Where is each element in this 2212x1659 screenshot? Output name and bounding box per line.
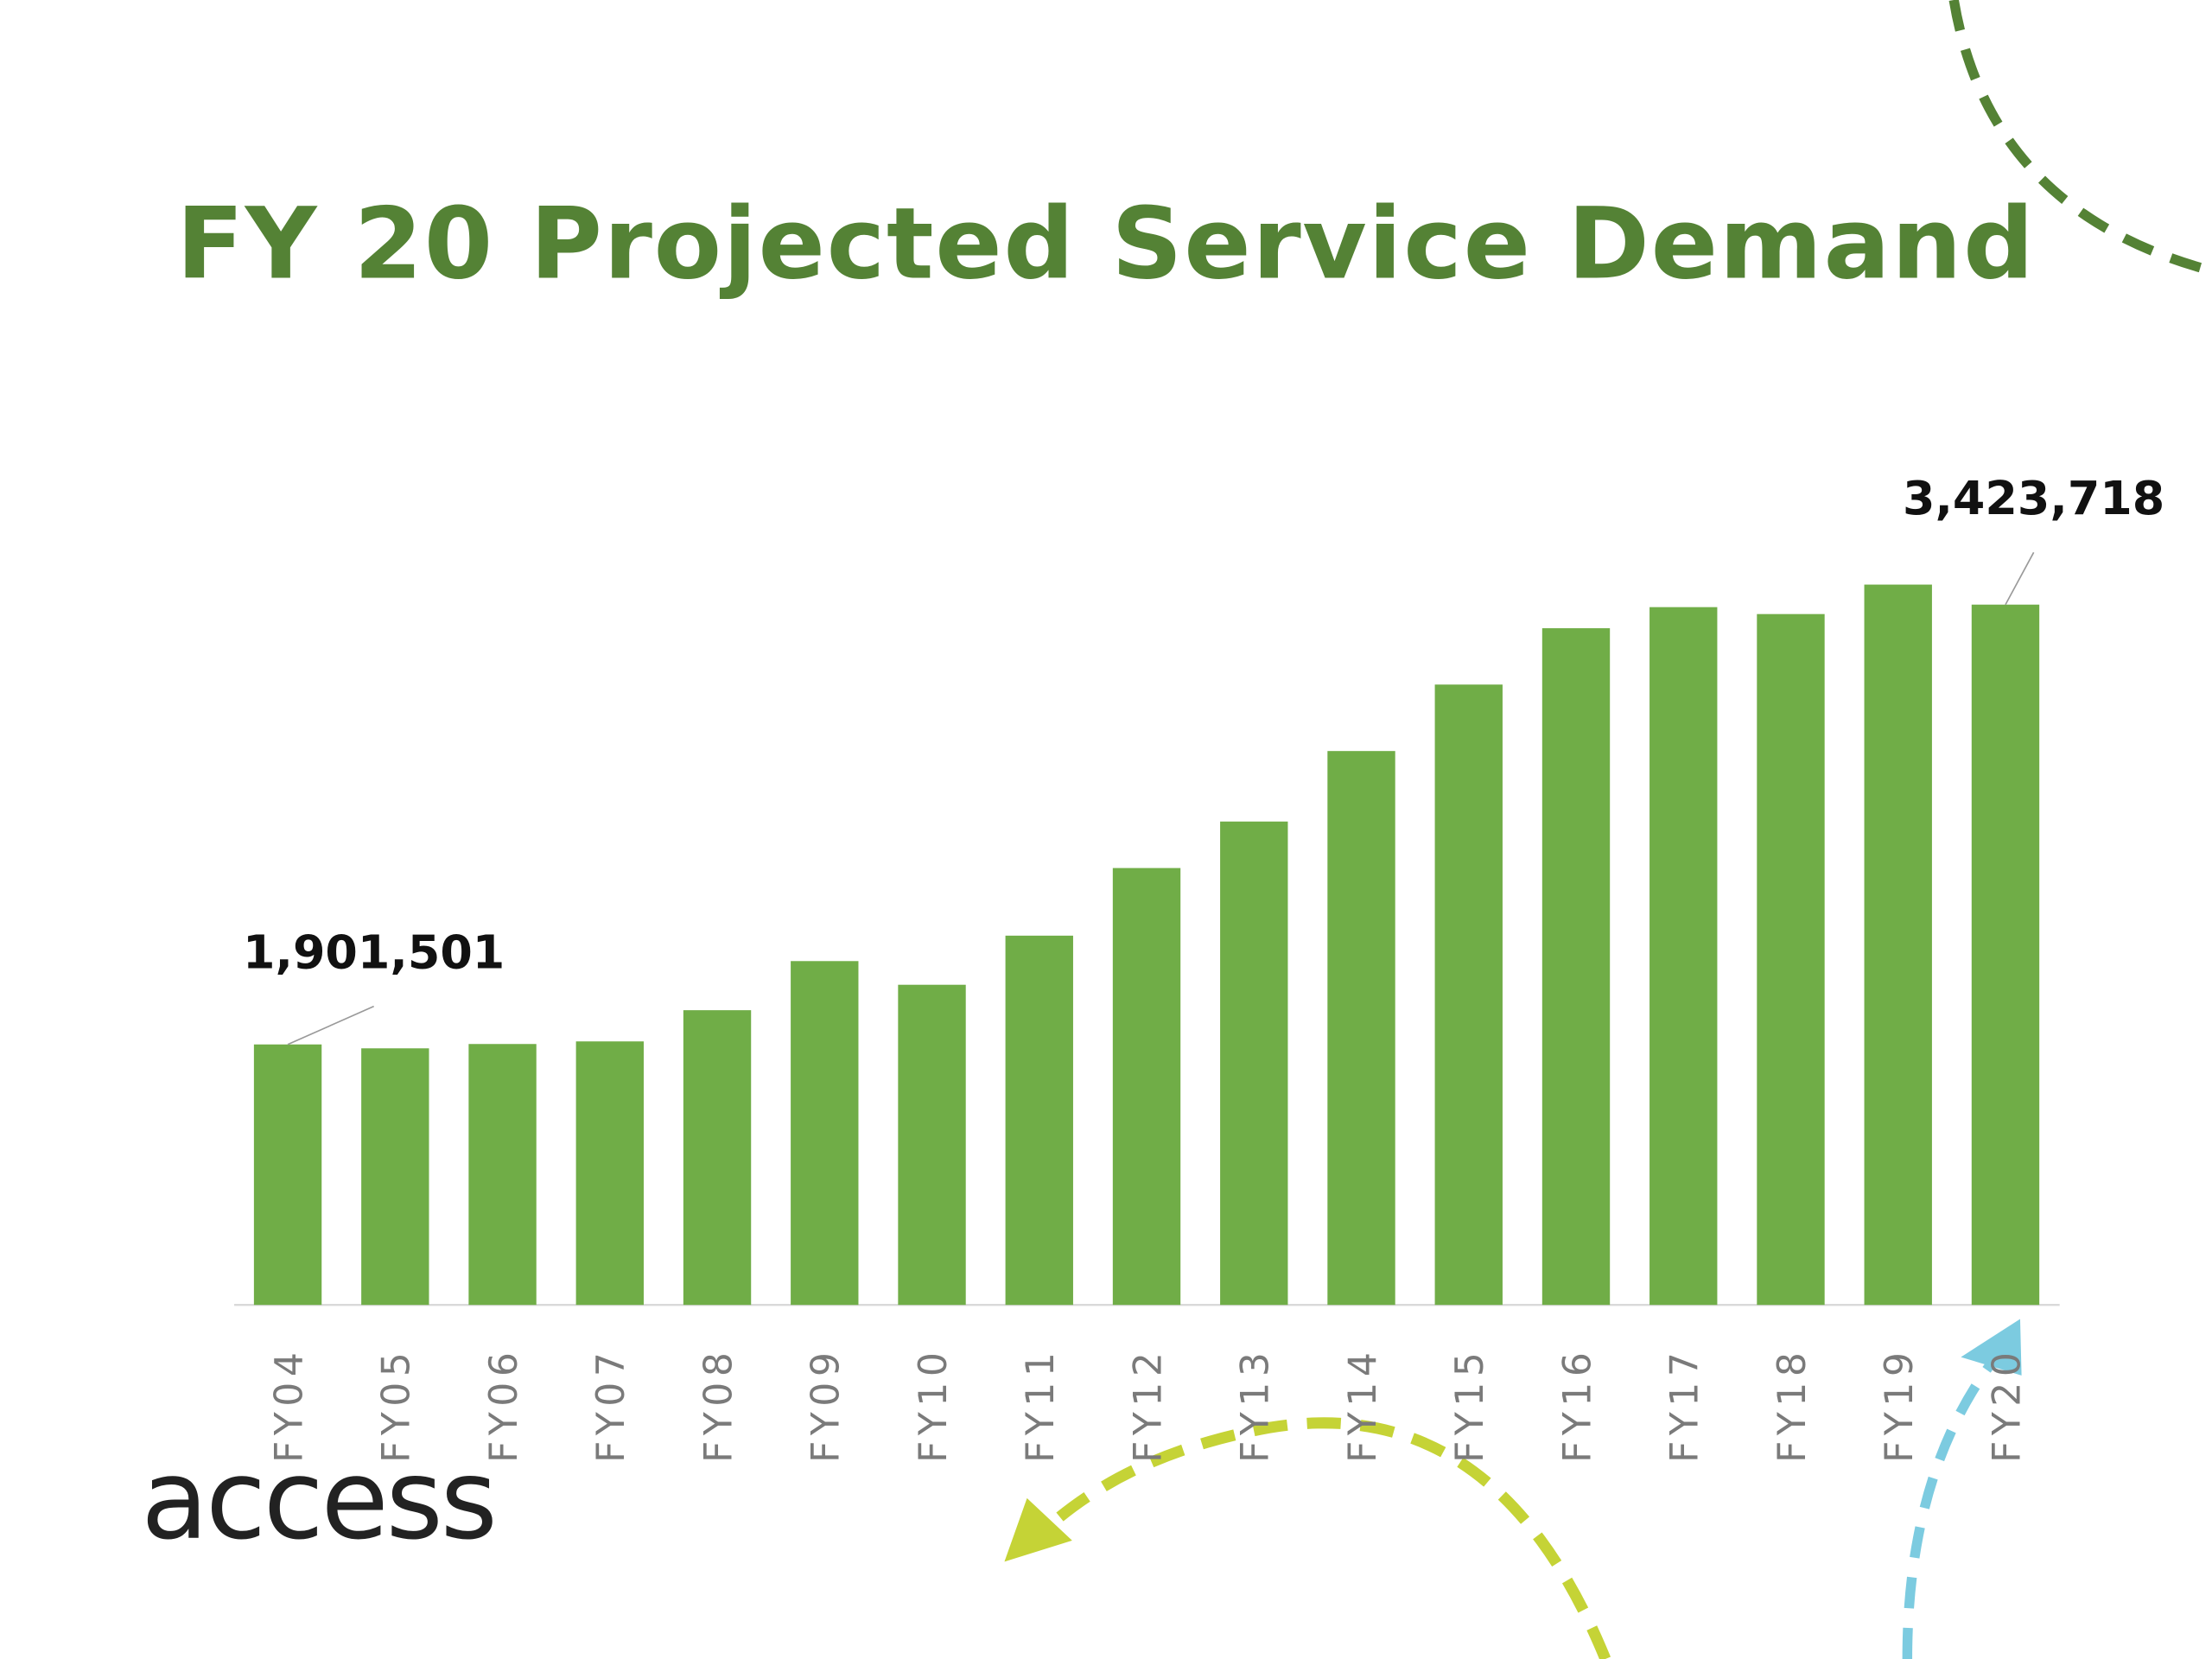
bar — [1541, 628, 1611, 1306]
bar — [361, 1048, 429, 1306]
x-tick-label: FY13 — [1234, 1347, 1278, 1464]
leader-line — [2005, 551, 2035, 606]
x-tick-label: FY10 — [912, 1347, 956, 1464]
x-tick-label: FY12 — [1126, 1347, 1170, 1464]
decor-arc — [1948, 0, 2212, 276]
bar — [1220, 821, 1288, 1306]
decor-arrowhead — [1004, 1497, 1072, 1562]
decor-arrowhead — [1961, 1319, 2022, 1376]
decor-arc — [1902, 1348, 2005, 1659]
bar — [1434, 684, 1503, 1306]
x-tick-label: FY14 — [1341, 1347, 1385, 1464]
data-label: 3,423,718 — [1903, 471, 2164, 525]
bar — [468, 1044, 537, 1306]
bar — [898, 984, 966, 1306]
bar — [1864, 584, 1932, 1306]
bar — [253, 1044, 322, 1306]
x-tick-label: FY09 — [804, 1347, 849, 1464]
bar — [575, 1041, 644, 1306]
x-tick-label: FY07 — [589, 1347, 633, 1464]
x-tick-label: FY05 — [375, 1347, 419, 1464]
x-tick-label: FY19 — [1878, 1347, 1922, 1464]
x-tick-label: FY18 — [1770, 1347, 1815, 1464]
x-tick-label: FY11 — [1019, 1347, 1063, 1464]
x-tick-label: FY06 — [482, 1347, 526, 1464]
logo: access — [141, 1437, 494, 1565]
x-tick-label: FY15 — [1448, 1347, 1492, 1464]
x-tick-label: FY20 — [1985, 1347, 2029, 1464]
bar — [1649, 607, 1718, 1306]
leader-line — [287, 1005, 374, 1046]
data-label: 1,901,501 — [243, 925, 505, 980]
bar — [1971, 604, 2040, 1306]
x-tick-label: FY04 — [267, 1347, 311, 1464]
bar — [1757, 613, 1825, 1306]
x-tick-label: FY08 — [696, 1347, 741, 1464]
bar — [1005, 935, 1073, 1306]
decor-arc — [1039, 1417, 1611, 1659]
bar — [683, 1010, 752, 1306]
bar — [1112, 868, 1181, 1306]
x-tick-label: FY16 — [1555, 1347, 1599, 1464]
bar — [791, 961, 859, 1306]
chart-title: FY 20 Projected Service Demand — [176, 187, 2036, 302]
bar — [1327, 751, 1395, 1306]
x-tick-label: FY17 — [1663, 1347, 1707, 1464]
